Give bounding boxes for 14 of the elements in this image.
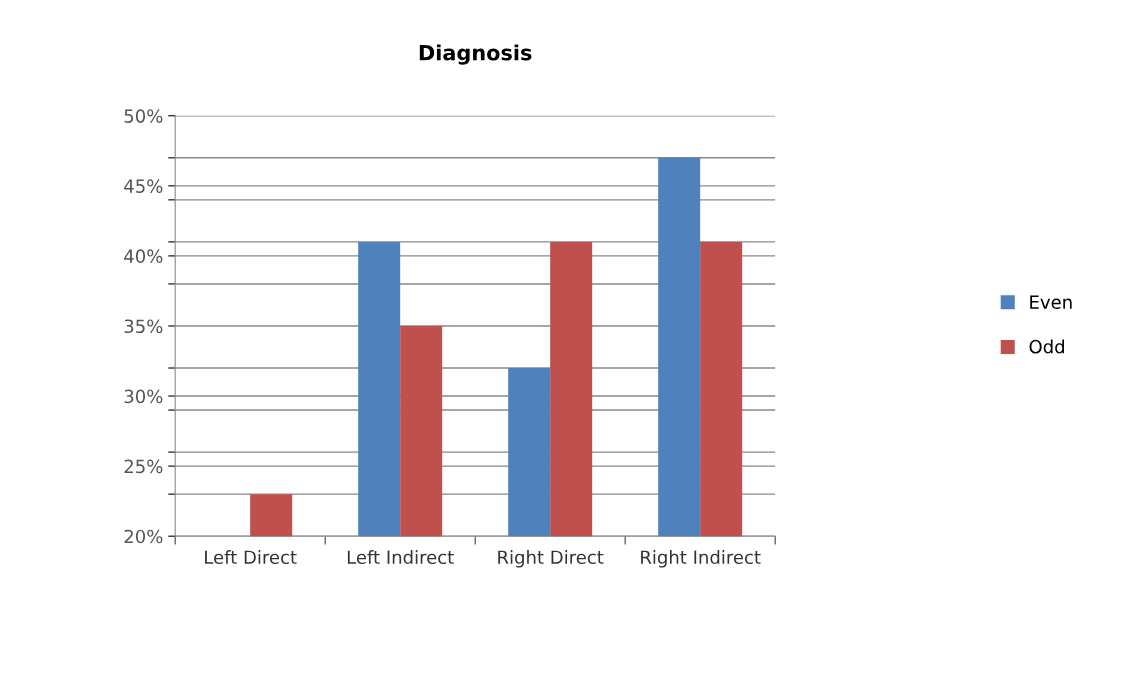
y-tick-label: 20% (124, 529, 163, 544)
legend-label: Even (1030, 295, 1072, 309)
y-tick-label: 25% (124, 459, 163, 474)
y-tick-label: 50% (124, 109, 163, 123)
chart-title: Diagnosis (419, 44, 532, 65)
x-tick-label: Left Indirect (347, 550, 454, 565)
y-tick-label: 40% (124, 249, 163, 264)
y-tick-label: 30% (124, 389, 163, 404)
y-tick-label: 45% (124, 179, 163, 193)
x-tick-label: Right Direct (498, 550, 604, 568)
x-tick-label: Left Direct (205, 550, 297, 565)
legend-label: Odd (1029, 339, 1064, 354)
y-tick-label: 35% (124, 319, 163, 334)
x-tick-label: Right Indirect (641, 550, 761, 568)
